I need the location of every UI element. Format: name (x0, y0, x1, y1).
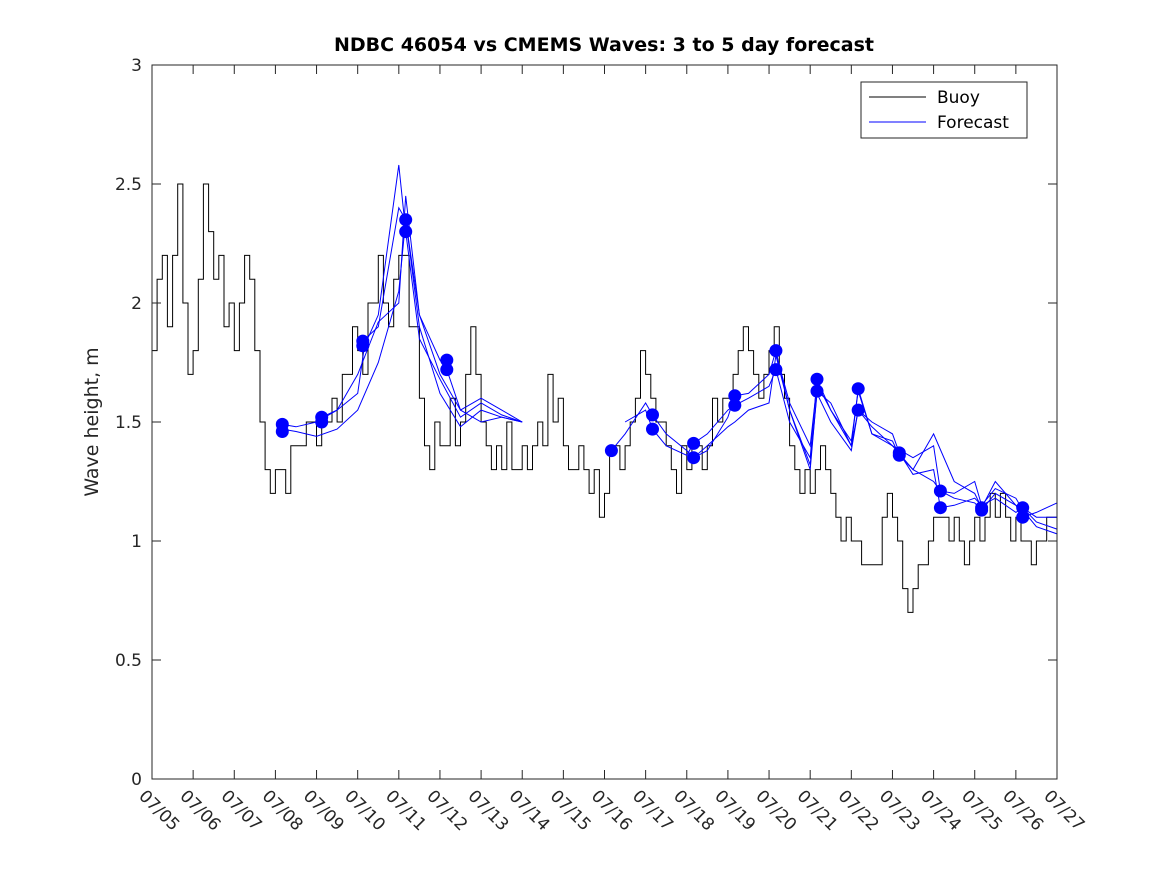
forecast-marker-22 (851, 382, 865, 396)
forecast-series-line-4 (362, 206, 523, 423)
forecast-marker-19 (769, 363, 783, 377)
legend-forecast-label: Forecast (937, 113, 1009, 133)
forecast-marker-14 (687, 436, 701, 450)
chart-title: NDBC 46054 vs CMEMS Waves: 3 to 5 day fo… (334, 34, 874, 56)
forecast-marker-13 (646, 422, 659, 436)
forecast-marker-31 (1016, 510, 1030, 524)
forecast-marker-17 (728, 398, 742, 412)
y-tick-label: 0.5 (115, 651, 142, 671)
forecast-marker-7 (399, 213, 413, 227)
forecast-marker-15 (687, 451, 701, 465)
forecast-marker-12 (646, 408, 659, 422)
legend: Buoy Forecast (860, 81, 1028, 139)
forecast-marker-30 (1016, 501, 1030, 515)
buoy-series-line (152, 183, 1058, 613)
buoy-series-layer (152, 183, 1058, 613)
legend-buoy-label: Buoy (937, 88, 980, 108)
forecast-marker-layer (275, 213, 1030, 524)
forecast-marker-6 (356, 339, 370, 353)
forecast-marker-10 (440, 363, 454, 377)
forecast-marker-29 (975, 503, 989, 517)
forecast-marker-16 (728, 389, 742, 403)
legend-box (860, 81, 1028, 139)
forecast-marker-18 (769, 344, 783, 358)
forecast-marker-11 (604, 444, 618, 458)
y-tick-label: 1 (131, 532, 142, 552)
forecast-marker-9 (440, 353, 454, 367)
plot-area (152, 65, 1057, 779)
forecast-marker-2 (275, 425, 289, 438)
forecast-marker-26 (933, 484, 947, 498)
forecast-marker-25 (892, 448, 906, 462)
forecast-marker-4 (315, 415, 329, 429)
y-tick-label: 3 (131, 56, 142, 76)
forecast-marker-23 (851, 403, 865, 417)
y-tick-label: 0 (131, 770, 142, 790)
y-tick-label: 2 (131, 294, 142, 314)
y-tick-label: 2.5 (115, 175, 142, 195)
forecast-marker-20 (810, 372, 824, 386)
forecast-marker-27 (933, 501, 947, 515)
forecast-marker-21 (810, 384, 824, 398)
forecast-marker-8 (399, 225, 413, 239)
y-axis-label: Wave height, m (81, 347, 103, 496)
y-tick-label: 1.5 (115, 413, 142, 433)
